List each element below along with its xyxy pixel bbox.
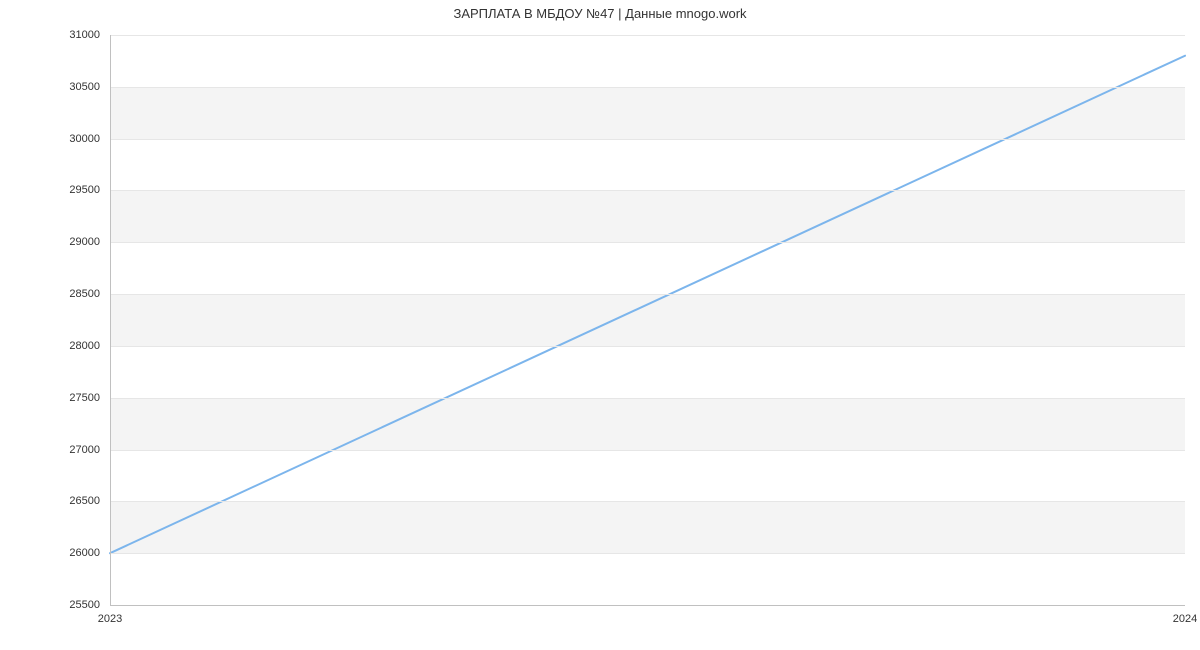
y-tick-label: 27500 <box>50 392 100 404</box>
y-gridline <box>110 346 1185 347</box>
y-gridline <box>110 398 1185 399</box>
series-salary <box>110 56 1185 553</box>
y-tick-label: 28500 <box>50 288 100 300</box>
y-tick-label: 30500 <box>50 81 100 93</box>
plot-area: 2550026000265002700027500280002850029000… <box>110 35 1185 605</box>
y-tick-label: 31000 <box>50 29 100 41</box>
y-tick-label: 26000 <box>50 547 100 559</box>
y-gridline <box>110 87 1185 88</box>
x-axis-line <box>110 605 1185 606</box>
y-tick-label: 29000 <box>50 236 100 248</box>
y-tick-label: 27000 <box>50 444 100 456</box>
series-line <box>110 35 1185 605</box>
x-tick-label: 2023 <box>98 613 122 625</box>
y-gridline <box>110 139 1185 140</box>
x-tick-label: 2024 <box>1173 613 1197 625</box>
y-tick-label: 30000 <box>50 133 100 145</box>
y-gridline <box>110 501 1185 502</box>
chart-title: ЗАРПЛАТА В МБДОУ №47 | Данные mnogo.work <box>0 6 1200 21</box>
y-tick-label: 25500 <box>50 599 100 611</box>
y-gridline <box>110 35 1185 36</box>
y-axis-line <box>110 35 111 605</box>
y-gridline <box>110 190 1185 191</box>
y-gridline <box>110 294 1185 295</box>
y-gridline <box>110 242 1185 243</box>
y-tick-label: 28000 <box>50 340 100 352</box>
y-gridline <box>110 450 1185 451</box>
salary-line-chart: ЗАРПЛАТА В МБДОУ №47 | Данные mnogo.work… <box>0 0 1200 650</box>
y-gridline <box>110 553 1185 554</box>
y-tick-label: 29500 <box>50 184 100 196</box>
y-tick-label: 26500 <box>50 495 100 507</box>
